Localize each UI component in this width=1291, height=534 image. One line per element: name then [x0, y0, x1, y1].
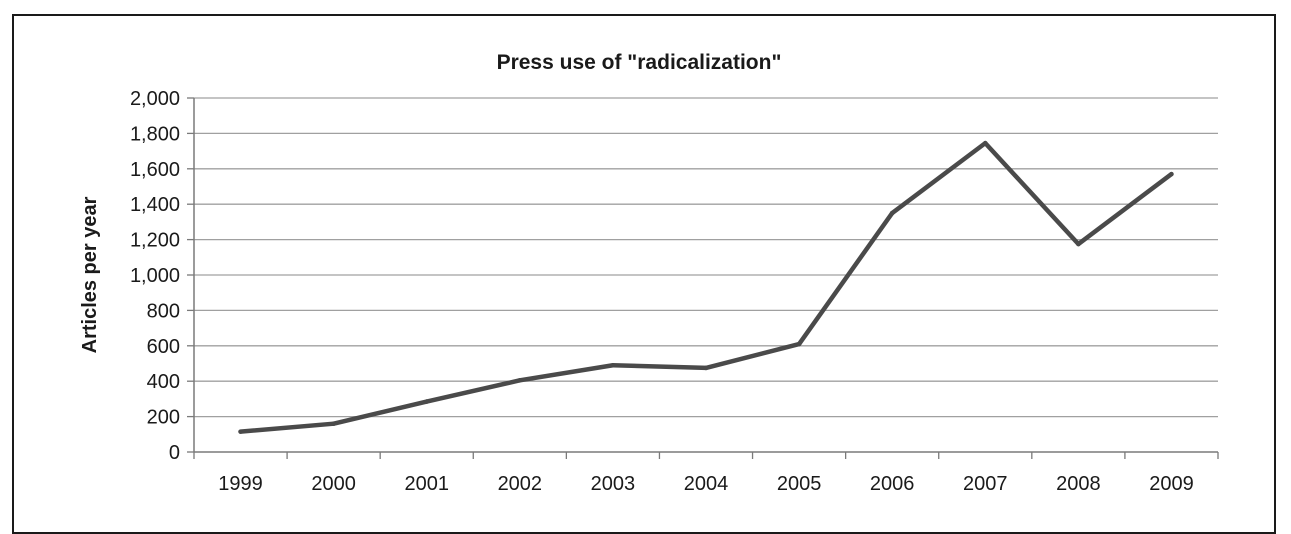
y-tick-label: 600: [147, 336, 180, 358]
data-point: [1076, 241, 1081, 247]
y-tick-labels: 0 200 400 600 800 1,000 1,200 1,400 1,600 1,800 2,…: [130, 88, 180, 464]
data-point: [517, 378, 523, 383]
series-line-segment: [610, 363, 709, 371]
y-axis-title: Articles per year: [79, 196, 101, 353]
y-tick-label: 200: [147, 407, 180, 429]
data-point: [889, 210, 895, 216]
series-line-segment: [331, 399, 429, 426]
y-tick-label: 800: [147, 300, 180, 322]
x-tick-label: 2008: [1056, 473, 1101, 495]
y-tick-label: 1,000: [130, 265, 180, 287]
x-tick-label: 2007: [963, 473, 1008, 495]
y-tick-label: 1,400: [130, 194, 180, 216]
data-point: [331, 421, 336, 426]
axes: [187, 97, 1219, 459]
data-point: [424, 399, 429, 404]
series-line-segment: [1076, 171, 1174, 247]
chart-frame: [12, 14, 1276, 534]
x-tick-label: 2006: [870, 473, 915, 495]
y-tick-label: 1,800: [130, 123, 180, 145]
line-chart: Press use of "radicalization" Articles p…: [79, 51, 1219, 495]
x-tick-label: 2005: [777, 473, 822, 495]
data-point: [238, 429, 243, 434]
data-point: [983, 140, 988, 146]
x-tick-label: 2001: [404, 473, 449, 495]
x-tick-label: 2000: [311, 473, 356, 495]
x-tick-labels: 1999 2000 2001 2002 2003 2004 2005 2006 2007 2008…: [218, 473, 1193, 495]
data-point: [796, 341, 802, 347]
series-line-segment: [703, 341, 802, 371]
x-tick-label: 1999: [218, 473, 263, 495]
series-radicalization: [238, 140, 1174, 434]
y-tick-label: 2,000: [130, 88, 180, 110]
y-tick-label: 1,200: [130, 230, 180, 252]
series-line-segment: [517, 363, 616, 383]
data-point: [1169, 171, 1174, 177]
x-tick-label: 2002: [498, 473, 543, 495]
x-tick-label: 2009: [1149, 473, 1194, 495]
series-line-segment: [796, 210, 895, 347]
y-tick-label: 0: [169, 442, 180, 464]
series-line-segment: [238, 421, 336, 434]
x-tick-label: 2004: [684, 473, 729, 495]
y-tick-label: 1,600: [130, 159, 180, 181]
series-line-segment: [424, 378, 523, 404]
chart-title: Press use of "radicalization": [497, 51, 782, 74]
data-point: [610, 363, 616, 368]
x-tick-label: 2003: [591, 473, 636, 495]
series-line-segment: [889, 140, 988, 216]
series-line-segment: [983, 140, 1081, 247]
data-point: [703, 365, 709, 371]
y-tick-label: 400: [147, 371, 180, 393]
